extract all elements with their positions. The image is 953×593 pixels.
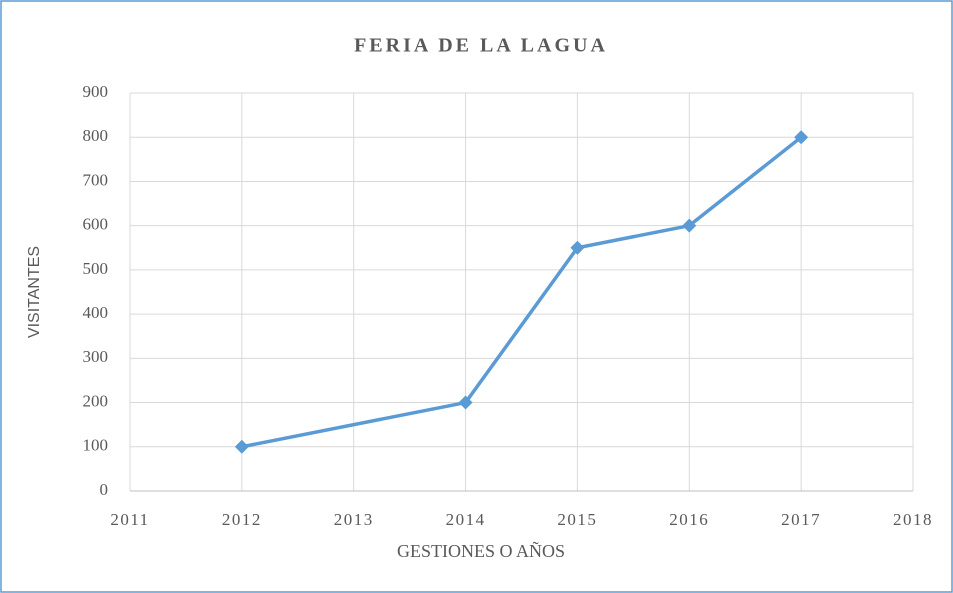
- x-tick-label: 2014: [446, 510, 486, 529]
- data-point: [794, 130, 809, 145]
- x-tick-label: 2012: [222, 510, 262, 529]
- y-tick-label: 0: [100, 480, 109, 499]
- x-tick-label: 2011: [110, 510, 149, 529]
- data-point: [570, 240, 585, 255]
- y-tick-label: 300: [83, 347, 109, 366]
- x-tick-label: 2017: [781, 510, 821, 529]
- x-axis-label: GESTIONES O AÑOS: [397, 540, 565, 561]
- x-tick-label: 2015: [557, 510, 597, 529]
- data-point: [458, 395, 473, 410]
- y-tick-label: 600: [83, 215, 109, 234]
- y-tick-label: 900: [83, 82, 109, 101]
- x-tick-label: 2013: [334, 510, 374, 529]
- y-tick-label: 800: [83, 126, 109, 145]
- y-tick-label: 100: [83, 436, 109, 455]
- y-axis-label: VISITANTES: [26, 246, 43, 338]
- y-tick-label: 700: [83, 170, 109, 189]
- chart-title: FERIA DE LA LAGUA: [354, 35, 608, 57]
- x-tick-label: 2016: [669, 510, 709, 529]
- x-tick-label: 2018: [893, 510, 933, 529]
- data-point: [682, 218, 697, 233]
- data-point: [234, 439, 249, 454]
- y-tick-label: 500: [83, 259, 109, 278]
- y-tick-label: 400: [83, 303, 109, 322]
- y-tick-label: 200: [83, 391, 109, 410]
